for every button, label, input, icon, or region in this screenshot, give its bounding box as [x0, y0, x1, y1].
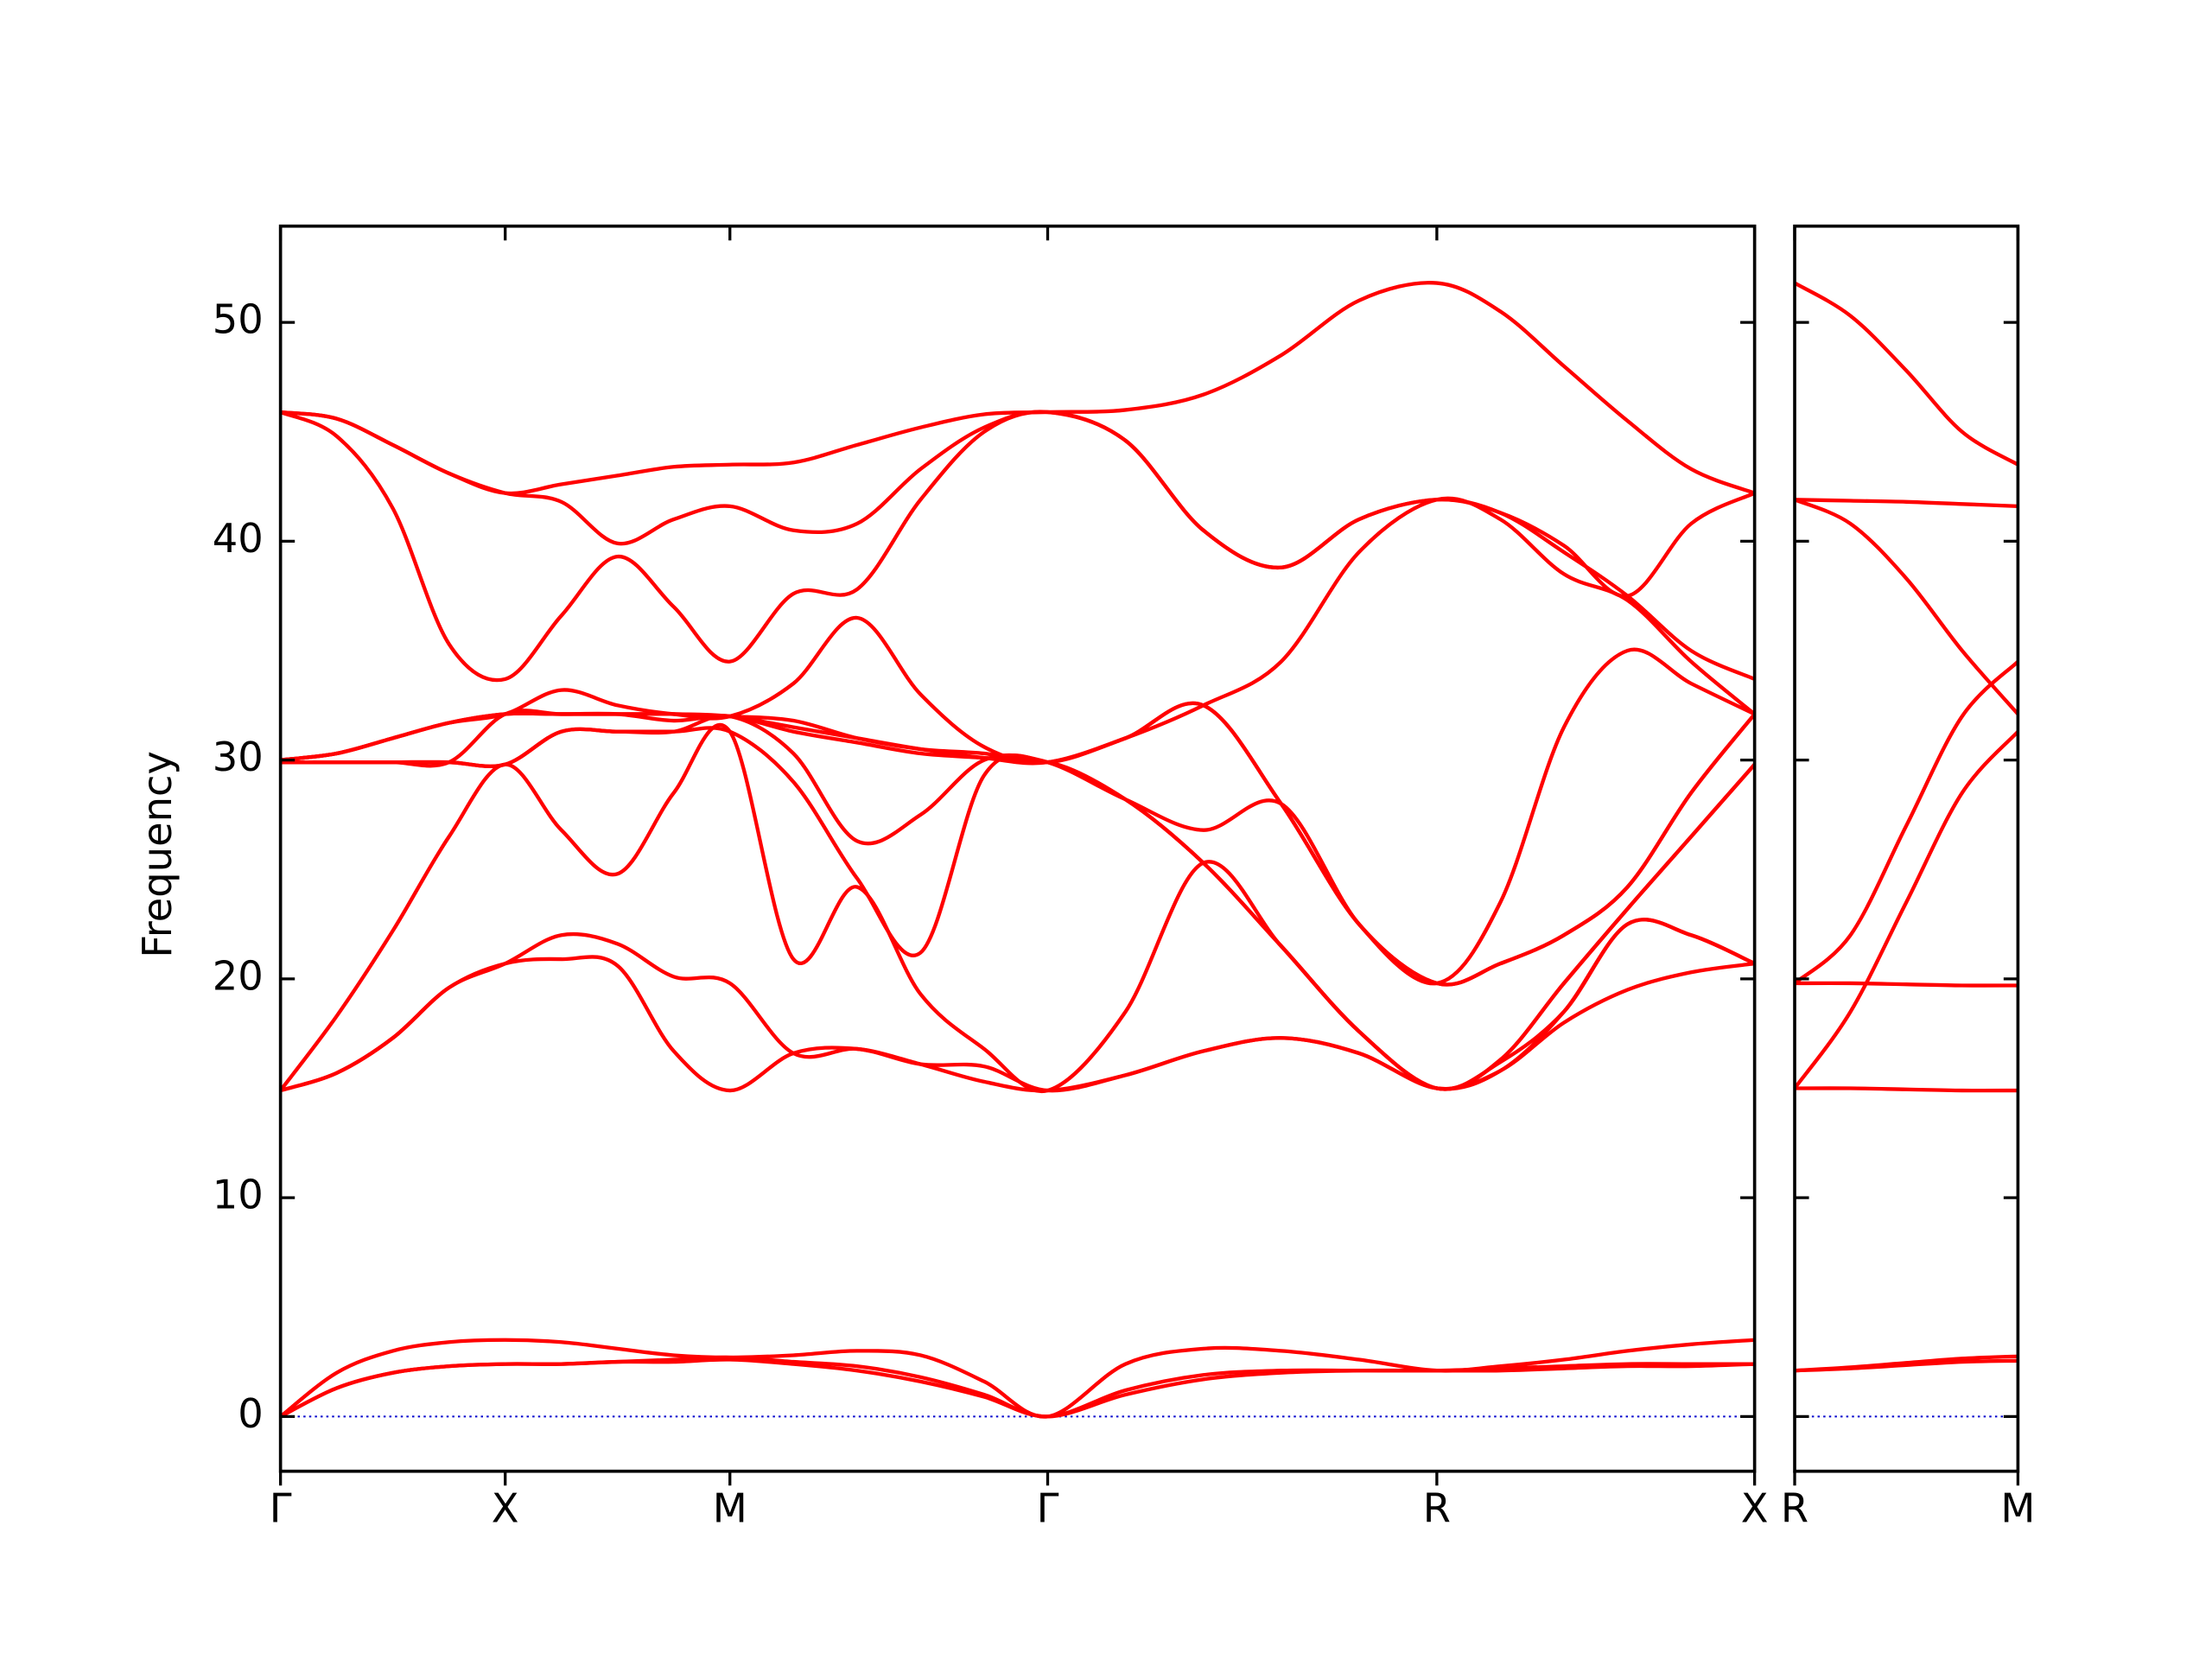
- y-tick-label: 10: [213, 1172, 264, 1218]
- band-line: [1794, 1354, 2018, 1373]
- x-tick-label: M: [2000, 1485, 2035, 1532]
- y-tick-label: 40: [213, 515, 264, 562]
- band-line: [1795, 981, 2018, 988]
- band-line: [1793, 281, 2019, 467]
- x-tick-label: Γ: [270, 1485, 292, 1532]
- band-line: [1793, 660, 2019, 985]
- band-line: [280, 281, 1756, 496]
- plot-frame: [278, 224, 1757, 1473]
- plot-frame: [1793, 224, 2020, 1473]
- y-axis-label: Frequency: [134, 751, 181, 958]
- band-line: [1794, 498, 2018, 509]
- band-line: [1793, 730, 2019, 1090]
- band-line: [279, 1338, 1755, 1419]
- x-tick-label: X: [492, 1485, 519, 1532]
- x-tick-label: R: [1781, 1485, 1808, 1532]
- band-line: [1795, 1086, 2018, 1093]
- band-line: [279, 1355, 1755, 1419]
- band-line: [280, 496, 1757, 765]
- y-tick-label: 30: [213, 734, 264, 780]
- y-tick-label: 50: [213, 296, 264, 343]
- x-tick-label: M: [713, 1485, 747, 1532]
- x-tick-label: Γ: [1037, 1485, 1059, 1532]
- x-tick-label: R: [1423, 1485, 1451, 1532]
- x-tick-label: X: [1741, 1485, 1769, 1532]
- y-tick-label: 0: [238, 1390, 264, 1437]
- band-line: [279, 918, 1756, 1093]
- band-line: [1794, 498, 2020, 715]
- y-tick-label: 20: [213, 952, 264, 999]
